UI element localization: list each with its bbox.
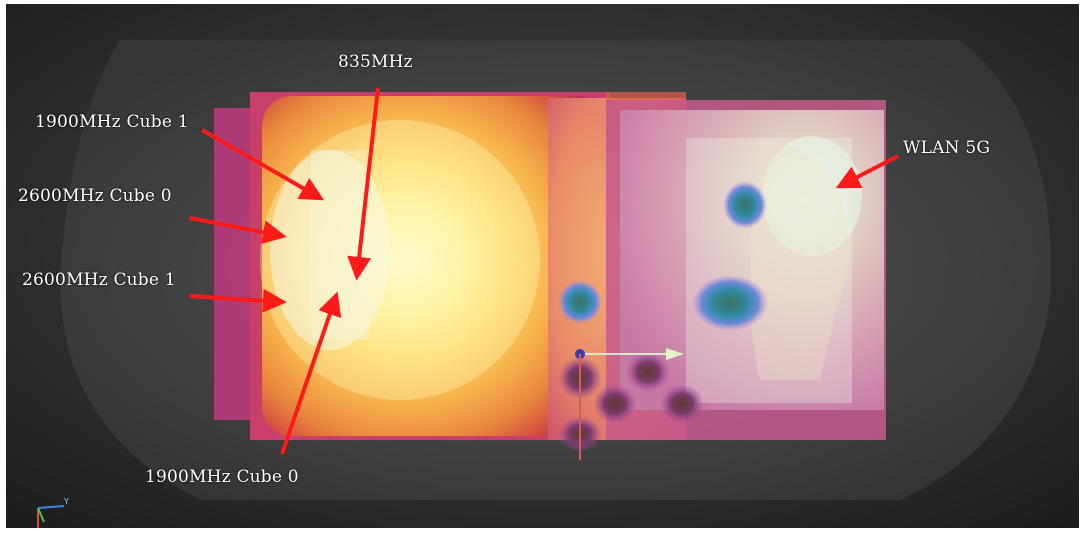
- label-2600mhz-cube-0: 2600MHz Cube 0: [18, 186, 172, 206]
- label-1900mhz-cube-0: 1900MHz Cube 0: [145, 467, 299, 487]
- label-835mhz: 835MHz: [338, 52, 413, 72]
- label-1900mhz-cube-1: 1900MHz Cube 1: [35, 112, 189, 132]
- label-2600mhz-cube-1: 2600MHz Cube 1: [22, 270, 176, 290]
- svg-text:Y: Y: [63, 497, 69, 506]
- label-wlan-5g: WLAN 5G: [903, 138, 990, 158]
